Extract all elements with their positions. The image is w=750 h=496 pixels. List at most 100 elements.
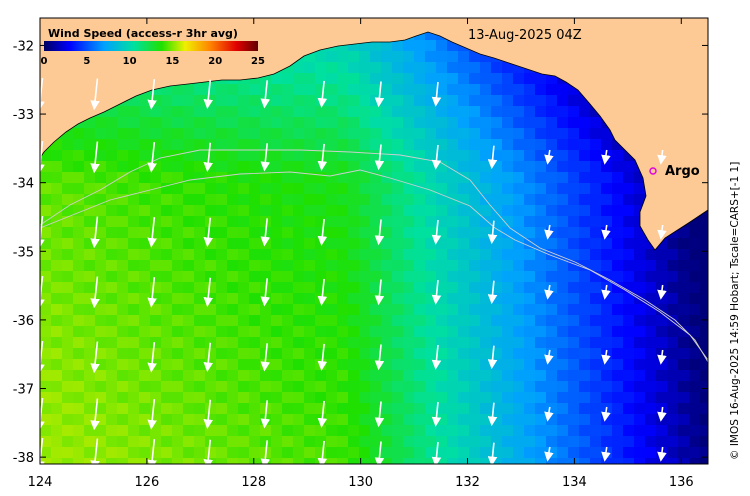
wind-arrow [260, 400, 271, 429]
wind-arrow [374, 279, 385, 306]
wind-arrow [601, 349, 611, 365]
wind-arrow [487, 145, 498, 170]
wind-arrow [544, 224, 554, 240]
wind-arrow [260, 218, 271, 247]
y-tick-label: -35 [13, 245, 34, 260]
wind-arrow [90, 341, 100, 374]
wind-arrow [147, 142, 157, 173]
wind-arrow [40, 340, 45, 374]
wind-arrow [147, 342, 157, 373]
wind-arrow [317, 143, 328, 171]
y-axis: -32 -33 -34 -35 -36 -37 -38 [13, 39, 708, 466]
wind-arrow [544, 349, 554, 365]
wind-arrow [90, 78, 100, 111]
wind-arrow [431, 145, 442, 170]
wind-arrow [147, 277, 157, 308]
wind-arrow [317, 400, 328, 428]
x-axis: 124 126 128 130 132 134 136 [28, 18, 694, 490]
date-label: 13-Aug-2025 04Z [468, 28, 582, 43]
wind-arrow [431, 220, 442, 245]
colorbar-tick-label: 5 [83, 56, 90, 67]
wind-arrow [90, 141, 100, 174]
wind-arrow [487, 402, 498, 427]
wind-arrow [40, 77, 45, 111]
wind-arrow [317, 80, 328, 108]
wind-arrow [90, 438, 100, 464]
wind-arrow [260, 440, 271, 464]
y-tick-label: -33 [13, 108, 34, 123]
wind-arrow [431, 442, 442, 464]
wind-arrow [487, 280, 498, 305]
wind-arrow [601, 149, 611, 165]
wind-arrow [260, 143, 271, 172]
wind-arrow [431, 345, 442, 370]
wind-arrow [260, 278, 271, 307]
wind-arrow [317, 440, 328, 464]
wind-arrow [657, 349, 667, 365]
wind-arrow [374, 81, 385, 108]
y-tick-label: -34 [13, 177, 34, 192]
wind-arrow [147, 399, 157, 430]
wind-arrow [487, 220, 498, 245]
colorbar-tick-label: 15 [165, 56, 179, 67]
map-frame [39, 17, 709, 465]
wind-arrow [203, 79, 213, 110]
wind-arrow [40, 140, 45, 174]
wind-arrow [657, 406, 667, 422]
wind-arrow [90, 216, 100, 249]
y-tick-label: -37 [13, 383, 34, 398]
wind-arrow [260, 80, 271, 109]
colorbar-tick-label: 25 [251, 56, 265, 67]
wind-arrow [317, 218, 328, 246]
wind-arrow [657, 284, 667, 300]
wind-arrow [203, 342, 213, 373]
wind-arrow [147, 79, 157, 110]
wind-arrow [374, 344, 385, 371]
x-tick-label: 128 [241, 475, 266, 490]
wind-arrow [374, 441, 385, 464]
contour-line [40, 169, 708, 361]
colorbar-tick-label: 20 [208, 56, 222, 67]
x-tick-label: 124 [28, 475, 53, 490]
wind-arrow [260, 343, 271, 372]
colorbar-gradient [44, 41, 258, 51]
wind-arrow [203, 217, 213, 248]
y-tick-label: -32 [13, 39, 34, 54]
wind-arrows [40, 77, 667, 464]
x-tick-label: 134 [562, 475, 587, 490]
wind-arrow [657, 149, 667, 165]
wind-arrow [544, 446, 554, 462]
wind-arrow [90, 398, 100, 431]
wind-arrow [374, 219, 385, 246]
argo-marker[interactable] [649, 167, 657, 175]
colorbar-tick-label: 0 [41, 56, 48, 67]
wind-arrow [657, 224, 667, 240]
wind-arrow [40, 397, 45, 431]
wind-arrow [374, 401, 385, 428]
wind-arrow [544, 406, 554, 422]
wind-arrow [544, 149, 554, 165]
wind-arrow [40, 275, 45, 309]
wind-arrow [431, 402, 442, 427]
x-tick-label: 132 [455, 475, 480, 490]
wind-arrow [40, 437, 45, 464]
wind-arrow [431, 82, 442, 107]
wind-arrow [601, 284, 611, 300]
colorbar: Wind Speed (access-r 3hr avg) 0 5 10 15 20 25 [41, 27, 265, 67]
australia-coastline [40, 18, 708, 251]
x-tick-label: 126 [134, 475, 159, 490]
wind-arrow [90, 276, 100, 309]
wind-arrow [601, 446, 611, 462]
wind-arrow [203, 142, 213, 173]
x-tick-label: 130 [348, 475, 373, 490]
wind-arrow [374, 144, 385, 171]
wind-arrow [40, 215, 45, 249]
wind-arrow [317, 343, 328, 371]
wind-arrow [544, 284, 554, 300]
x-tick-label: 136 [669, 475, 694, 490]
y-tick-label: -38 [13, 451, 34, 466]
colorbar-ticks: 0 5 10 15 20 25 [41, 56, 265, 67]
argo-label: Argo [665, 164, 700, 179]
y-tick-label: -36 [13, 314, 34, 329]
